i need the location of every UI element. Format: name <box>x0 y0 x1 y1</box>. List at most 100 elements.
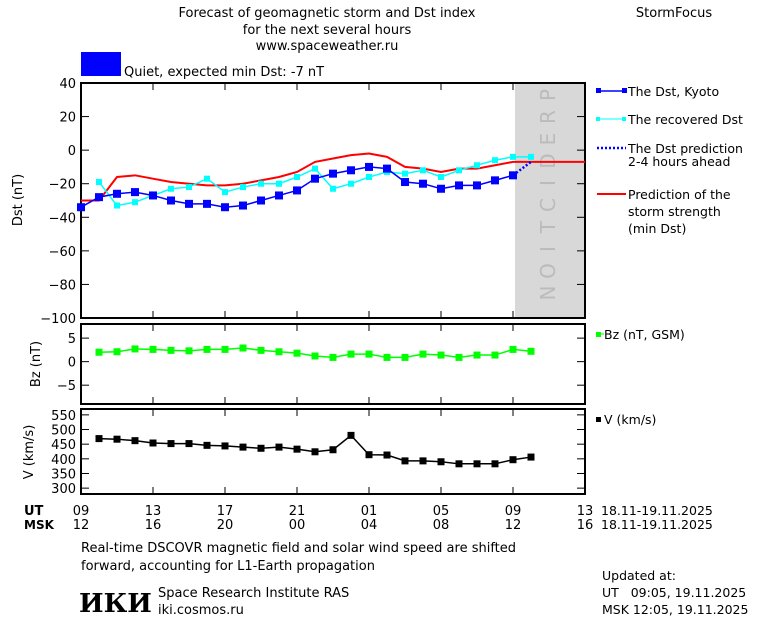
recovered-dst-point <box>294 174 300 180</box>
dst-kyoto-point <box>95 193 103 202</box>
dst-kyoto-point <box>401 178 409 187</box>
dst-kyoto-point <box>239 201 247 210</box>
msk-tick-label: 12 <box>505 518 522 533</box>
legend-recovered: The recovered Dst <box>627 112 743 127</box>
msk-tick-label: 08 <box>433 518 450 533</box>
recovered-dst-point <box>258 180 264 187</box>
dst-ytick-label: 20 <box>59 111 76 126</box>
v-point <box>149 439 157 447</box>
dst-kyoto-point <box>365 162 373 171</box>
institute-name: Space Research Institute RAS <box>158 586 349 601</box>
ut-tick-label: 13 <box>145 504 162 519</box>
ut-tick-label: 13 <box>577 504 594 519</box>
v-ytick-label: 450 <box>51 438 76 453</box>
updated-msk: MSK 12:05, 19.11.2025 <box>602 602 748 617</box>
dst-ytick-label: −20 <box>49 178 76 193</box>
v-point <box>311 448 319 456</box>
v-point <box>329 446 337 454</box>
status-color-indicator <box>81 52 121 76</box>
bz-point <box>491 351 499 359</box>
legend-storm-1: Prediction of the <box>628 187 731 202</box>
recovered-dst-point <box>510 153 516 160</box>
v-point <box>455 460 463 468</box>
recovered-dst-point <box>186 184 192 191</box>
prediction-letter: I <box>536 246 560 252</box>
dst-ytick-label: −40 <box>49 211 76 226</box>
recovered-dst-point <box>366 174 372 180</box>
prediction-zone <box>515 83 585 318</box>
bz-point <box>401 353 409 361</box>
dscovr-note-line1: Real-time DSCOVR magnetic field and sola… <box>81 541 516 556</box>
legend-dst-kyoto: The Dst, Kyoto <box>627 84 719 99</box>
chart-subtitle: for the next several hours <box>243 23 412 38</box>
legend-bz: Bz (nT, GSM) <box>604 327 685 342</box>
recovered-dst-point <box>222 189 228 196</box>
dst-kyoto-point <box>77 203 85 212</box>
recovered-dst-point <box>276 180 282 187</box>
dst-kyoto-point <box>311 174 319 183</box>
dst-ytick-label: 0 <box>68 144 76 159</box>
bz-point <box>347 350 355 358</box>
legend-v: V (km/s) <box>604 412 656 427</box>
iki-logo: ИКИ <box>79 589 152 619</box>
v-point <box>365 451 373 459</box>
legend-prediction: The Dst prediction <box>627 141 743 156</box>
v-point <box>509 456 517 464</box>
legend: The Dst, Kyoto The recovered Dst The Dst… <box>596 84 743 427</box>
dst-kyoto-point <box>167 196 175 205</box>
bz-point <box>311 352 319 360</box>
msk-tick-label: 16 <box>145 518 162 533</box>
bz-axis-label: Bz (nT) <box>29 341 44 387</box>
msk-tick-label: 12 <box>73 518 90 533</box>
prediction-letter: N <box>536 286 560 301</box>
bz-point <box>221 345 229 353</box>
recovered-dst-point <box>240 184 246 191</box>
recovered-dst-point <box>168 185 174 192</box>
recovered-dst-point <box>492 157 498 164</box>
prediction-letter: E <box>536 133 560 146</box>
legend-dst-kyoto-marker <box>596 88 601 93</box>
legend-prediction-horizon: 2-4 hours ahead <box>628 154 730 169</box>
bz-point <box>239 344 247 352</box>
bz-point <box>365 350 373 358</box>
legend-recovered-marker <box>596 117 600 121</box>
recovered-dst-point <box>204 175 210 182</box>
recovered-dst-point <box>96 179 102 186</box>
bz-point <box>167 346 175 354</box>
msk-label: MSK <box>24 518 55 532</box>
prediction-letter: I <box>536 180 560 186</box>
v-panel <box>80 408 586 495</box>
brand-label: StormFocus <box>636 6 712 21</box>
dst-kyoto-point <box>131 188 139 197</box>
msk-tick-label: 16 <box>577 518 594 533</box>
chart-title: Forecast of geomagnetic storm and Dst in… <box>178 6 475 21</box>
v-point <box>185 440 193 448</box>
recovered-dst-point <box>456 167 462 174</box>
recovered-dst-point <box>528 153 534 160</box>
bz-point <box>293 349 301 357</box>
bz-point <box>329 353 337 361</box>
v-point <box>95 435 103 443</box>
v-point <box>257 444 265 452</box>
bz-point <box>383 353 391 361</box>
v-axis-label: V (km/s) <box>22 425 37 480</box>
bz-point <box>455 353 463 361</box>
v-point <box>293 445 301 453</box>
bz-ytick-label: 5 <box>68 332 76 347</box>
v-point <box>401 457 409 465</box>
v-ytick-label: 400 <box>51 453 76 468</box>
dst-kyoto-point <box>275 191 283 200</box>
dst-kyoto-point <box>221 203 229 212</box>
legend-bz-marker <box>596 332 601 337</box>
v-point <box>167 440 175 448</box>
bz-point <box>437 351 445 359</box>
v-ytick-label: 350 <box>51 467 76 482</box>
v-point <box>221 442 229 450</box>
dst-kyoto-point <box>473 181 481 190</box>
msk-date-range: 18.11-19.11.2025 <box>601 517 713 532</box>
dst-kyoto-point <box>257 196 265 205</box>
storm-strength-line <box>81 152 585 202</box>
v-ytick-label: 300 <box>51 482 76 497</box>
